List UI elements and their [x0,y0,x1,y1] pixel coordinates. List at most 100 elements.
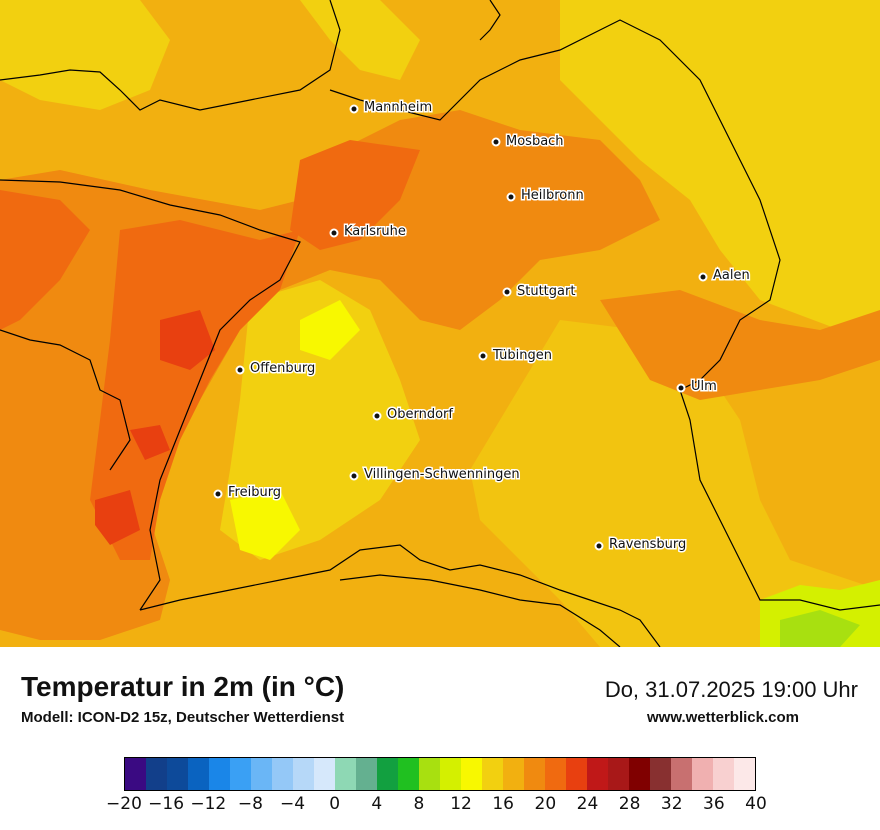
color-scale-tick-label: 28 [618,794,641,814]
color-scale-swatch [272,758,293,790]
svg-text:Ulm: Ulm [691,379,717,394]
color-scale [124,757,756,791]
color-scale-tick-label: 36 [703,794,725,814]
svg-text:Stuttgart: Stuttgart [517,284,575,299]
model-source: Modell: ICON-D2 15z, Deutscher Wetterdie… [21,709,345,726]
field-hot-karlsruhe [290,140,420,250]
temperature-field: Mannheim Mosbach Heilbronn Karlsruhe Aal… [0,0,880,647]
city-ulm[interactable]: Ulm [676,378,718,396]
field-yellow-center [220,280,420,560]
color-scale-swatch [230,758,251,790]
city-stuttgart[interactable]: Stuttgart [502,283,577,301]
color-scale-swatch [629,758,650,790]
field-yellow-north [300,0,420,80]
color-scale-swatch [608,758,629,790]
valid-time: Do, 31.07.2025 19:00 Uhr [604,677,858,702]
color-scale-tick-label: 4 [371,794,383,814]
color-scale-tick-label: 8 [413,794,425,814]
city-oberndorf[interactable]: Oberndorf [372,406,455,424]
color-scale-swatch [167,758,188,790]
color-scale-swatch [125,758,146,790]
color-scale-swatch [503,758,524,790]
color-scale-swatch [734,758,755,790]
border-south [139,544,661,647]
color-scale-swatch [713,758,734,790]
color-scale-ticks: −20 −16 −12 −8 −4 0 4 8 12 16 20 24 28 32 36 40 [0,794,880,818]
color-scale-swatch [419,758,440,790]
field-yellow-ne [560,0,880,360]
color-scale-swatch [314,758,335,790]
color-scale-swatch [377,758,398,790]
field-bright-yellow [230,490,300,560]
website-link[interactable]: www.wetterblick.com [647,709,799,726]
city-karlsruhe[interactable]: Karlsruhe [329,223,407,241]
color-scale-swatch [566,758,587,790]
color-scale-tick-label: −20 [106,794,142,814]
color-scale-tick-label: −8 [237,794,263,814]
border-france [0,329,131,471]
color-scale-swatch [440,758,461,790]
svg-text:Aalen: Aalen [713,268,750,283]
city-freiburg[interactable]: Freiburg [213,484,283,502]
svg-text:Freiburg: Freiburg [228,485,281,500]
svg-text:Ravensburg: Ravensburg [609,537,686,552]
color-scale-tick-label: 16 [492,794,515,814]
svg-text:Offenburg: Offenburg [250,361,315,376]
color-scale-tick-label: 0 [329,794,341,814]
color-scale-swatch [146,758,167,790]
color-scale-swatch [251,758,272,790]
temperature-map: Mannheim Mosbach Heilbronn Karlsruhe Aal… [0,0,880,647]
color-scale-tick-label: 32 [660,794,683,814]
city-markers: Mannheim Mosbach Heilbronn Karlsruhe Aal… [213,99,751,554]
svg-text:Mosbach: Mosbach [506,134,564,149]
color-scale-tick-label: 12 [450,794,472,814]
color-scale-tick-label: −4 [280,794,306,814]
color-scale-tick-label: 40 [745,794,767,814]
color-scale-swatch [398,758,419,790]
city-tuebingen[interactable]: Tübingen [478,347,554,365]
border-rhine [0,179,301,611]
field-hotspot-1 [160,310,215,370]
svg-text:Oberndorf: Oberndorf [387,407,453,422]
color-scale-swatch [524,758,545,790]
border-hessen [479,0,501,41]
city-aalen[interactable]: Aalen [698,267,751,285]
color-scale-swatch [650,758,671,790]
svg-text:Mannheim: Mannheim [364,100,432,115]
color-scale-tick-label: −12 [190,794,227,814]
city-mosbach[interactable]: Mosbach [491,133,565,151]
border-bw-east [329,19,880,611]
city-ravensburg[interactable]: Ravensburg [594,536,688,554]
color-scale-tick-label: 24 [576,794,599,814]
color-scale-swatch [293,758,314,790]
color-scale-tick-label: −16 [148,794,185,814]
city-villingen-schwenningen[interactable]: Villingen-Schwenningen [349,466,521,484]
city-mannheim[interactable]: Mannheim [349,99,434,117]
color-scale-swatch [482,758,503,790]
color-scale-swatch [356,758,377,790]
field-hotspot-2 [95,490,140,545]
borders [0,0,880,647]
field-orange-east [600,290,880,400]
color-scale-swatch [692,758,713,790]
color-scale-swatch [587,758,608,790]
svg-text:Villingen-Schwenningen: Villingen-Schwenningen [364,467,520,482]
svg-text:Heilbronn: Heilbronn [521,188,584,203]
field-yellow-nw [0,0,170,110]
border-north-west [0,0,341,111]
map-footer: Temperatur in 2m (in °C) Modell: ICON-D2… [0,647,880,830]
svg-text:Karlsruhe: Karlsruhe [344,224,406,239]
field-hot-rhine [90,220,300,560]
map-title: Temperatur in 2m (in °C) [21,671,345,702]
field-hot-west-edge [0,190,90,330]
field-yellow-se [470,320,880,647]
city-offenburg[interactable]: Offenburg [235,360,317,378]
color-scale-swatch [461,758,482,790]
color-scale-swatch [209,758,230,790]
svg-text:Tübingen: Tübingen [492,348,552,363]
city-heilbronn[interactable]: Heilbronn [506,187,585,205]
field-green-alps-2 [780,610,860,647]
field-bright-yellow-2 [300,300,360,360]
color-scale-tick-label: 20 [534,794,557,814]
color-scale-swatch [545,758,566,790]
